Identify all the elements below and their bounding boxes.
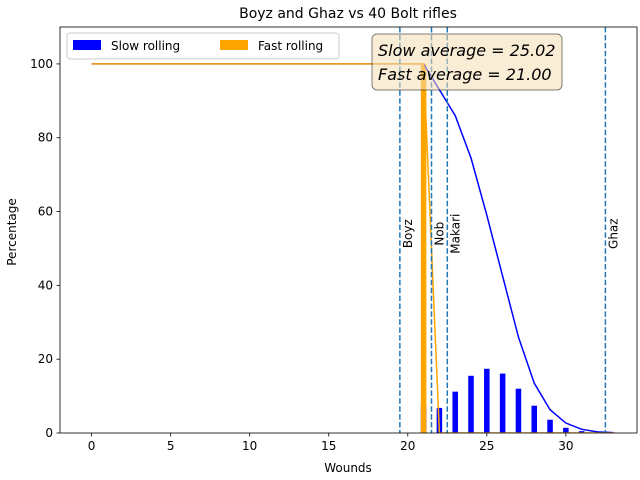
y-tick-label-60: 60 — [38, 205, 53, 219]
bar-slow-rolling-27 — [515, 388, 522, 433]
x-tick-label-0: 0 — [88, 439, 96, 453]
stats-line-0: Slow average = 25.02 — [378, 41, 555, 60]
x-tick-label-5: 5 — [167, 439, 175, 453]
reference-label-boyz: Boyz — [401, 219, 415, 248]
legend-label-0: Slow rolling — [111, 39, 180, 53]
legend-swatch-1 — [220, 40, 248, 50]
legend-frame — [66, 32, 340, 60]
stats-frame — [371, 33, 563, 91]
legend-label-1: Fast rolling — [258, 39, 323, 53]
bar-slow-rolling-31 — [578, 431, 585, 433]
axes: 0 5 10 15 20 25 30 0 20 40 60 80 100 — [30, 26, 638, 453]
reference-label-makari: Makari — [448, 214, 462, 254]
chart-title: Boyz and Ghaz vs 40 Bolt rifles — [239, 6, 457, 22]
bar-fast-rolling-21 — [420, 63, 427, 433]
reference-label-nob: Nob — [432, 222, 446, 246]
bar-slow-rolling-30 — [563, 427, 569, 433]
x-tick-label-10: 10 — [242, 439, 257, 453]
bar-slow-rolling-28 — [531, 405, 538, 433]
stats-box: Slow average = 25.02 Fast average = 21.00 — [371, 33, 563, 91]
x-tick-label-15: 15 — [321, 439, 336, 453]
plot-content — [91, 27, 617, 433]
bar-slow-rolling-24 — [468, 375, 474, 433]
y-axis-label: Percentage — [5, 198, 19, 266]
y-tick-label-80: 80 — [38, 131, 53, 145]
x-tick-label-25: 25 — [479, 439, 494, 453]
axes-frame — [59, 26, 638, 434]
y-tick-label-20: 20 — [38, 352, 53, 366]
legend-swatch-0 — [73, 40, 101, 50]
y-tick-label-100: 100 — [30, 57, 53, 71]
bar-slow-rolling-25 — [484, 368, 490, 433]
x-tick-label-20: 20 — [400, 439, 415, 453]
x-tick-label-30: 30 — [558, 439, 573, 453]
legend: Slow rolling Fast rolling — [66, 32, 340, 60]
bar-slow-rolling-29 — [547, 419, 553, 433]
y-tick-label-0: 0 — [45, 426, 53, 440]
stats-line-1: Fast average = 21.00 — [378, 65, 552, 84]
plot-area: Boyz Nob Makari Ghaz — [91, 27, 620, 433]
x-axis-label: Wounds — [324, 461, 372, 475]
reference-label-ghaz: Ghaz — [606, 218, 620, 249]
y-tick-label-40: 40 — [38, 278, 53, 292]
bar-slow-rolling-23 — [452, 391, 458, 433]
bar-slow-rolling-26 — [499, 373, 506, 433]
